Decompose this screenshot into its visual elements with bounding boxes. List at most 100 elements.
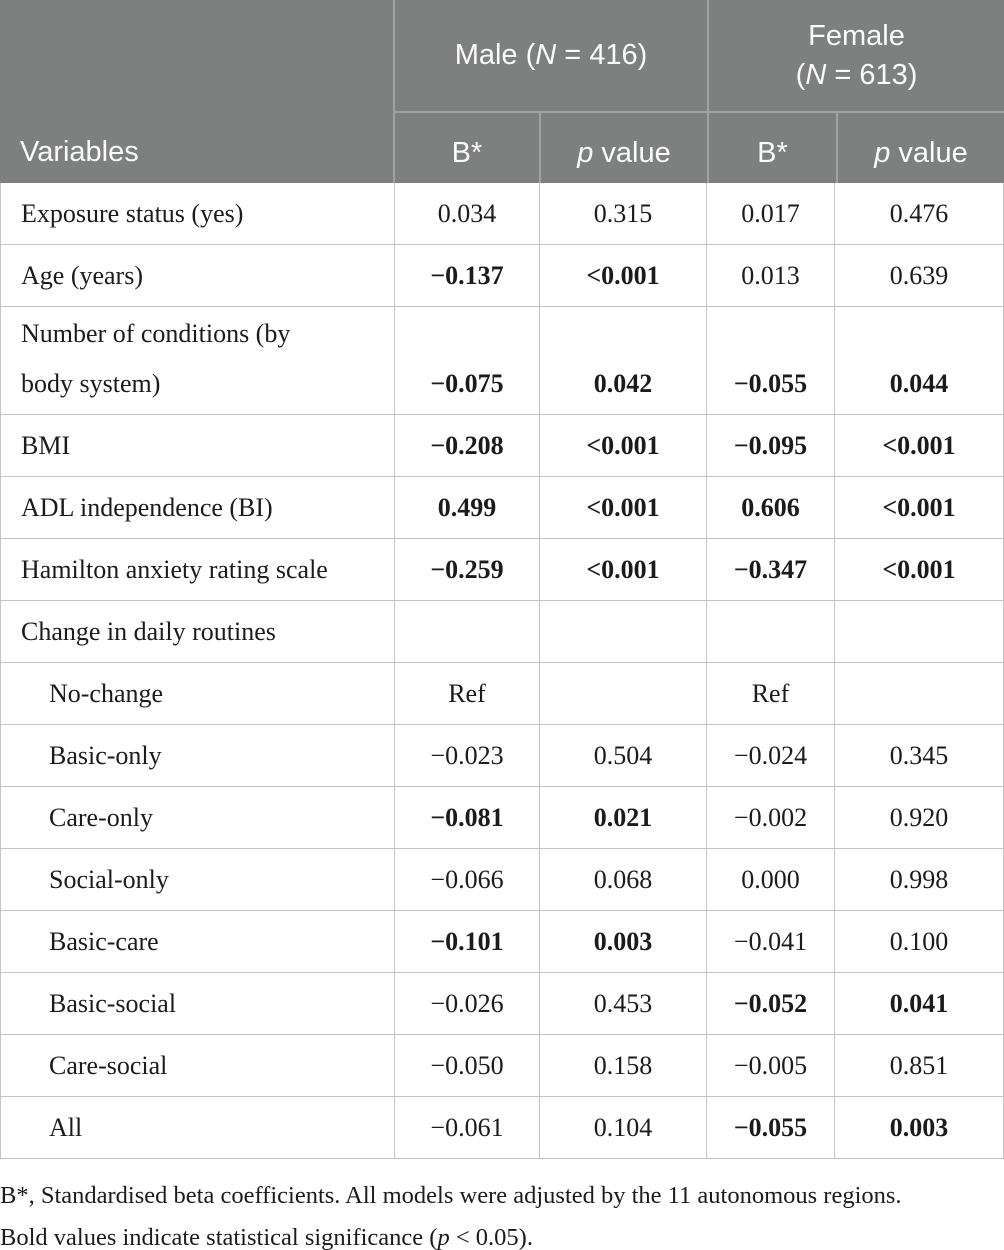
value-cell: 0.315 xyxy=(540,183,707,245)
column-header-female-pvalue: p value xyxy=(838,113,1004,183)
table-row: Hamilton anxiety rating scale −0.259 <0.00… xyxy=(0,539,1004,601)
value-cell: 0.499 xyxy=(395,477,540,539)
row-label: Change in daily routines xyxy=(0,601,395,663)
table-row: Social-only −0.066 0.068 0.000 0.998 xyxy=(0,849,1004,911)
row-label: Care-only xyxy=(0,787,395,849)
value-cell xyxy=(835,601,1004,663)
value-cell: 0.504 xyxy=(540,725,707,787)
value-cell xyxy=(395,601,540,663)
value-cell: 0.476 xyxy=(835,183,1004,245)
value-cell: 0.639 xyxy=(835,245,1004,307)
value-cell xyxy=(707,601,835,663)
value-cell: 0.453 xyxy=(540,973,707,1035)
variables-label: Variables xyxy=(20,136,139,168)
footnote-line-2: Bold values indicate statistical signifi… xyxy=(0,1224,533,1250)
value-cell: −0.005 xyxy=(707,1035,835,1097)
value-cell: 0.100 xyxy=(835,911,1004,973)
value-cell: 0.003 xyxy=(835,1097,1004,1159)
value-cell: 0.345 xyxy=(835,725,1004,787)
table-body: Exposure status (yes) 0.034 0.315 0.017 0.47… xyxy=(0,183,1004,1159)
row-label: BMI xyxy=(0,415,395,477)
value-cell: <0.001 xyxy=(835,415,1004,477)
value-cell: −0.137 xyxy=(395,245,540,307)
value-cell: 0.068 xyxy=(540,849,707,911)
table-row: No-change Ref Ref xyxy=(0,663,1004,725)
italic-p: p xyxy=(437,1224,450,1250)
value-cell: 0.041 xyxy=(835,973,1004,1035)
value-cell: 0.998 xyxy=(835,849,1004,911)
value-cell: <0.001 xyxy=(540,415,707,477)
value-cell: Ref xyxy=(707,663,835,725)
value-cell: −0.095 xyxy=(707,415,835,477)
value-cell: −0.081 xyxy=(395,787,540,849)
value-cell: 0.000 xyxy=(707,849,835,911)
row-label: ADL independence (BI) xyxy=(0,477,395,539)
table-row: Number of conditions (by body system) −0.… xyxy=(0,307,1004,415)
value-cell: −0.026 xyxy=(395,973,540,1035)
row-label: Hamilton anxiety rating scale xyxy=(0,539,395,601)
value-cell: 0.013 xyxy=(707,245,835,307)
table-row: BMI −0.208 <0.001 −0.095 <0.001 xyxy=(0,415,1004,477)
female-group-label: Female (N = 613) xyxy=(795,19,918,91)
value-cell: 0.021 xyxy=(540,787,707,849)
value-cell: −0.055 xyxy=(707,1097,835,1159)
value-cell: 0.104 xyxy=(540,1097,707,1159)
row-label: Basic-only xyxy=(0,725,395,787)
row-label: Age (years) xyxy=(0,245,395,307)
value-cell: 0.003 xyxy=(540,911,707,973)
table-row: Change in daily routines xyxy=(0,601,1004,663)
value-cell: −0.024 xyxy=(707,725,835,787)
footnote-line-1: B*, Standardised beta coefficients. All … xyxy=(0,1182,902,1209)
value-cell: −0.101 xyxy=(395,911,540,973)
value-cell xyxy=(540,601,707,663)
value-cell xyxy=(540,663,707,725)
italic-n: N xyxy=(805,58,827,91)
value-cell: 0.042 xyxy=(540,307,707,415)
table-row: Basic-social −0.026 0.453 −0.052 0.041 xyxy=(0,973,1004,1035)
column-header-female-b: B* xyxy=(709,113,836,183)
column-group-male: Male (N = 416) xyxy=(395,0,707,111)
row-label: Care-social xyxy=(0,1035,395,1097)
value-cell: <0.001 xyxy=(540,477,707,539)
table-row: Basic-care −0.101 0.003 −0.041 0.100 xyxy=(0,911,1004,973)
male-group-label: Male (N = 416) xyxy=(454,39,648,71)
table-footnote: B*, Standardised beta coefficients. All … xyxy=(0,1175,1004,1250)
row-label: Basic-care xyxy=(0,911,395,973)
row-label: All xyxy=(0,1097,395,1159)
value-cell: −0.347 xyxy=(707,539,835,601)
table-row: Basic-only −0.023 0.504 −0.024 0.345 xyxy=(0,725,1004,787)
italic-n: N xyxy=(535,39,557,71)
value-cell: −0.002 xyxy=(707,787,835,849)
value-cell: −0.066 xyxy=(395,849,540,911)
value-cell: <0.001 xyxy=(540,245,707,307)
value-cell: <0.001 xyxy=(835,477,1004,539)
value-cell: −0.023 xyxy=(395,725,540,787)
value-cell: −0.259 xyxy=(395,539,540,601)
value-cell: −0.050 xyxy=(395,1035,540,1097)
value-cell: <0.001 xyxy=(540,539,707,601)
column-group-female: Female (N = 613) xyxy=(709,0,1004,111)
p-value-label: p value xyxy=(874,137,968,169)
column-header-male-b: B* xyxy=(395,113,539,183)
value-cell: −0.061 xyxy=(395,1097,540,1159)
value-cell: 0.044 xyxy=(835,307,1004,415)
table-row: Exposure status (yes) 0.034 0.315 0.017 0.47… xyxy=(0,183,1004,245)
value-cell: −0.052 xyxy=(707,973,835,1035)
value-cell: 0.851 xyxy=(835,1035,1004,1097)
column-header-male-pvalue: p value xyxy=(541,113,707,183)
row-label: Basic-social xyxy=(0,973,395,1035)
value-cell: 0.017 xyxy=(707,183,835,245)
value-cell: 0.034 xyxy=(395,183,540,245)
value-cell: −0.055 xyxy=(707,307,835,415)
value-cell: 0.920 xyxy=(835,787,1004,849)
table-row: Care-social −0.050 0.158 −0.005 0.851 xyxy=(0,1035,1004,1097)
value-cell: −0.041 xyxy=(707,911,835,973)
value-cell: 0.158 xyxy=(540,1035,707,1097)
table-row: All −0.061 0.104 −0.055 0.003 xyxy=(0,1097,1004,1159)
row-label: No-change xyxy=(0,663,395,725)
table-row: Care-only −0.081 0.021 −0.002 0.920 xyxy=(0,787,1004,849)
table-header: Variables Male (N = 416) Female (N = 613)… xyxy=(0,0,1004,183)
row-label: Social-only xyxy=(0,849,395,911)
value-cell: −0.075 xyxy=(395,307,540,415)
